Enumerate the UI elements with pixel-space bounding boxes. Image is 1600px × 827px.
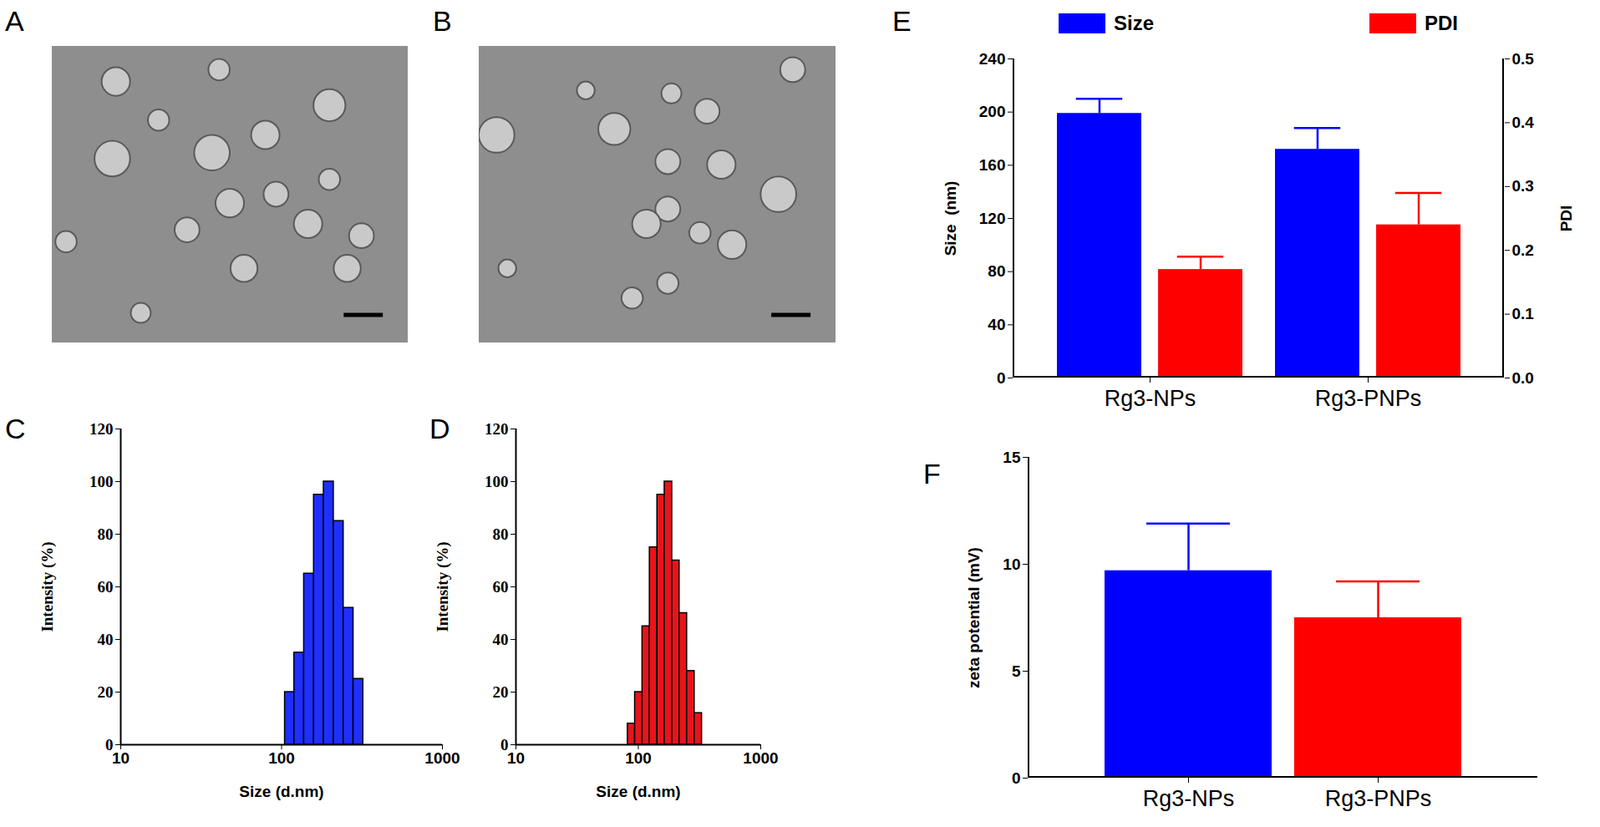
svg-text:0: 0 xyxy=(1011,769,1021,788)
svg-text:0: 0 xyxy=(996,369,1006,387)
svg-text:Rg3-NPs: Rg3-NPs xyxy=(1142,786,1235,812)
svg-text:0.5: 0.5 xyxy=(1512,50,1535,68)
svg-text:40: 40 xyxy=(97,630,114,649)
svg-text:80: 80 xyxy=(97,525,114,544)
svg-text:0: 0 xyxy=(105,735,114,754)
svg-text:60: 60 xyxy=(492,578,509,596)
html-text:Size: Size xyxy=(1113,11,1154,35)
svg-text:Size (nm): Size (nm) xyxy=(941,181,960,257)
html-text:B: B xyxy=(432,5,452,37)
svg-text:0.3: 0.3 xyxy=(1512,177,1534,195)
svg-text:100: 100 xyxy=(624,749,652,767)
svg-text:1000: 1000 xyxy=(424,749,460,767)
html-text:PDI: PDI xyxy=(1424,11,1458,35)
svg-text:200: 200 xyxy=(979,102,1006,121)
svg-text:120: 120 xyxy=(979,209,1006,228)
svg-text:Rg3-PNPs: Rg3-PNPs xyxy=(1325,786,1433,812)
svg-text:Intensity (%): Intensity (%) xyxy=(433,541,453,632)
svg-text:10: 10 xyxy=(1002,555,1021,574)
svg-text:0.4: 0.4 xyxy=(1512,113,1535,132)
svg-text:0.1: 0.1 xyxy=(1512,304,1535,323)
svg-text:120: 120 xyxy=(484,420,509,438)
svg-text:40: 40 xyxy=(492,630,509,649)
html-text:C: C xyxy=(5,412,26,445)
svg-text:0.2: 0.2 xyxy=(1512,241,1534,260)
svg-text:160: 160 xyxy=(979,156,1006,174)
svg-text:5: 5 xyxy=(1011,662,1021,681)
svg-text:Size (d.nm): Size (d.nm) xyxy=(595,782,681,801)
svg-text:1000: 1000 xyxy=(742,749,778,767)
svg-text:0: 0 xyxy=(500,735,509,754)
svg-text:Rg3-PNPs: Rg3-PNPs xyxy=(1315,386,1423,412)
svg-text:40: 40 xyxy=(987,315,1006,334)
svg-text:80: 80 xyxy=(987,262,1006,280)
svg-text:Intensity (%): Intensity (%) xyxy=(38,541,57,632)
svg-text:Rg3-NPs: Rg3-NPs xyxy=(1104,386,1197,412)
svg-text:20: 20 xyxy=(492,683,509,701)
svg-text:60: 60 xyxy=(97,578,114,596)
svg-text:0.0: 0.0 xyxy=(1512,369,1534,387)
svg-text:10: 10 xyxy=(507,749,525,767)
svg-text:100: 100 xyxy=(89,472,114,491)
svg-text:240: 240 xyxy=(979,50,1006,68)
html-text:F: F xyxy=(923,457,941,490)
svg-text:80: 80 xyxy=(492,525,509,544)
svg-text:PDI: PDI xyxy=(1557,205,1575,233)
html-text:D: D xyxy=(429,412,451,445)
svg-text:100: 100 xyxy=(484,472,509,491)
svg-text:15: 15 xyxy=(1002,448,1021,467)
html-text:A: A xyxy=(5,5,24,37)
svg-text:zeta potential (mV): zeta potential (mV) xyxy=(965,547,983,689)
svg-text:Size (d.nm): Size (d.nm) xyxy=(238,782,324,801)
svg-text:20: 20 xyxy=(97,683,114,701)
svg-text:120: 120 xyxy=(89,420,114,438)
svg-text:100: 100 xyxy=(268,749,295,767)
html-text:E: E xyxy=(892,5,912,37)
svg-text:10: 10 xyxy=(111,749,130,767)
